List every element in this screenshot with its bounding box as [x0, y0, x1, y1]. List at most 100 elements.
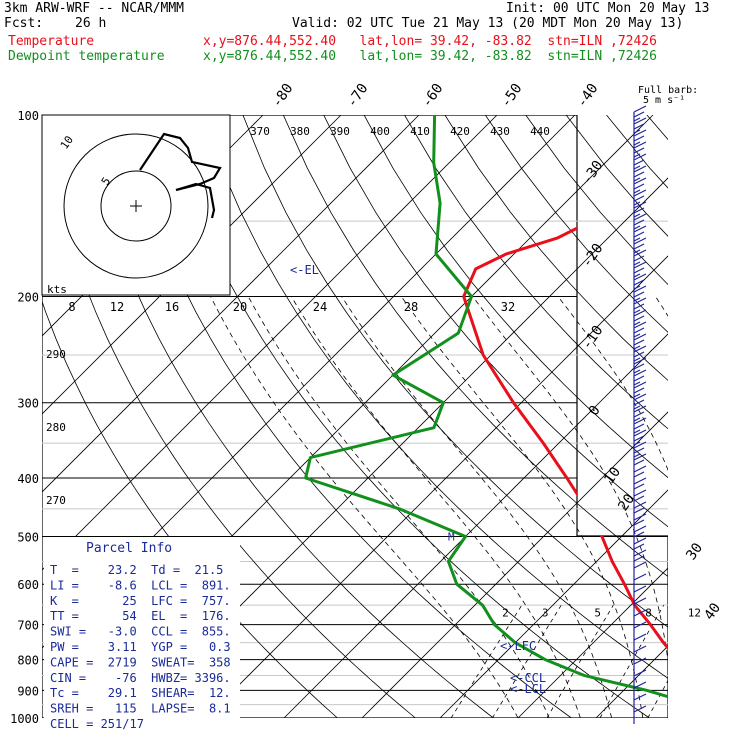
dry-adiabat [363, 115, 668, 479]
wind-barb-flag [633, 357, 641, 362]
isotherm-line [42, 115, 498, 571]
wind-barb [633, 537, 647, 556]
wind-barb-flag [633, 255, 645, 262]
wind-barb-flag [633, 525, 647, 533]
wind-barb [633, 573, 647, 592]
wind-legend-title: Full barb: [638, 85, 698, 96]
wind-barb-flag [633, 369, 647, 377]
wind-barb-flag [633, 165, 641, 170]
wind-barb-flag [633, 141, 641, 146]
wind-barb [633, 645, 647, 664]
wind-barb [633, 141, 647, 160]
wind-barbs: Full barb:5 m s⁻¹ [633, 85, 698, 724]
wind-barb-flag [633, 459, 645, 466]
wind-barb-flag [633, 291, 645, 298]
wind-barb-flag [633, 513, 647, 521]
dry-adiabat [282, 115, 668, 578]
wind-barb-flag [633, 393, 647, 401]
wind-barb [633, 369, 647, 388]
wind-barb-flag [633, 333, 647, 341]
wind-barb-flag [633, 381, 647, 389]
mixing-ratio-line [647, 679, 668, 718]
moist-adiabat [210, 296, 519, 718]
moist-adiabat [400, 296, 644, 718]
theta-label: 410 [410, 125, 430, 138]
wind-barb [633, 261, 647, 280]
wind-barb-flag [633, 405, 647, 413]
dry-adiabat [404, 115, 668, 430]
wind-barb-flag [633, 435, 645, 442]
wind-barb [633, 585, 647, 604]
wind-barb-flag [633, 321, 641, 326]
forecast-hour: 26 h [75, 16, 107, 31]
model-title: 3km ARW-WRF -- NCAR/MMM [4, 1, 185, 16]
wind-barb-flag [633, 117, 647, 125]
hodograph-scale-label: 8 [68, 300, 75, 314]
parcel-row: CAPE = 2719 SWEAT= 358 [50, 655, 231, 669]
wind-barb [633, 357, 647, 376]
wind-legend-value: 5 m s⁻¹ [643, 95, 685, 106]
wind-barb-flag [633, 681, 647, 689]
wind-barb-flag [633, 105, 647, 113]
parcel-info-box: Parcel Info T = 23.2 Td = 21.5LI = -8.6 L… [44, 537, 240, 731]
isotherm-label: 10 [601, 464, 624, 487]
parcel-row: Tc = 29.1 SHEAR= 12. [50, 686, 231, 700]
wind-barb-flag [633, 537, 647, 545]
wind-barb-flag [633, 213, 647, 221]
pressure-tick-label: 200 [17, 291, 39, 305]
wind-barb-flag [633, 153, 641, 158]
wind-barb [633, 249, 647, 268]
pressure-tick-label: 500 [17, 530, 39, 544]
isotherm-line [283, 333, 668, 718]
isotherm-label: -70 [344, 81, 372, 111]
wind-barb [633, 333, 647, 352]
theta-label: 400 [370, 125, 390, 138]
dry-adiabat [687, 115, 740, 718]
wind-barb-flag [633, 153, 647, 161]
theta-label: 290 [46, 348, 66, 361]
wind-barb [633, 201, 647, 220]
wind-barb [633, 285, 647, 304]
pressure-tick-label: 100 [17, 109, 39, 123]
wind-barb-flag [633, 555, 645, 562]
wind-barb-flag [633, 657, 647, 665]
hodograph-scale-label: 28 [404, 300, 418, 314]
wind-barb [633, 441, 647, 460]
wind-barb [633, 621, 647, 640]
parcel-row: TT = 54 EL = 176. [50, 609, 231, 623]
wind-barb-flag [633, 273, 647, 281]
theta-label: 420 [450, 125, 470, 138]
dry-adiabat [42, 118, 416, 718]
wind-barb-flag [633, 363, 645, 370]
wind-barb-flag [633, 531, 645, 538]
wind-barb-flag [633, 201, 641, 206]
wind-barb-flag [633, 471, 645, 478]
wind-barb [633, 681, 647, 700]
wind-barb-flag [633, 339, 645, 346]
wind-barb-flag [633, 411, 645, 418]
wind-barb-flag [633, 453, 641, 458]
mixing-ratio-label: 12 [688, 607, 701, 620]
wind-barb-flag [633, 399, 645, 406]
mixing-ratio-label: 3 [542, 607, 549, 620]
wind-barb-flag [633, 261, 647, 269]
wind-barb-flag [633, 195, 645, 202]
wind-barb [633, 237, 647, 256]
dewpoint-profile [304, 115, 668, 718]
wind-barb-flag [633, 633, 647, 641]
wind-barb-flag [633, 375, 645, 382]
wind-barb [633, 597, 647, 616]
wind-barb-flag [633, 297, 647, 305]
theta-label: 280 [46, 421, 66, 434]
wind-barb-flag [633, 669, 647, 677]
isotherm-line [205, 255, 668, 718]
wind-barb-flag [633, 147, 645, 154]
level-marker: <-CCL [510, 671, 546, 685]
dry-adiabat [525, 115, 668, 285]
wind-barb-flag [633, 249, 641, 254]
wind-barb-flag [633, 549, 647, 557]
wind-barb-flag [633, 405, 641, 410]
isotherm-line [674, 115, 740, 718]
isotherm-label: -10 [579, 323, 607, 353]
